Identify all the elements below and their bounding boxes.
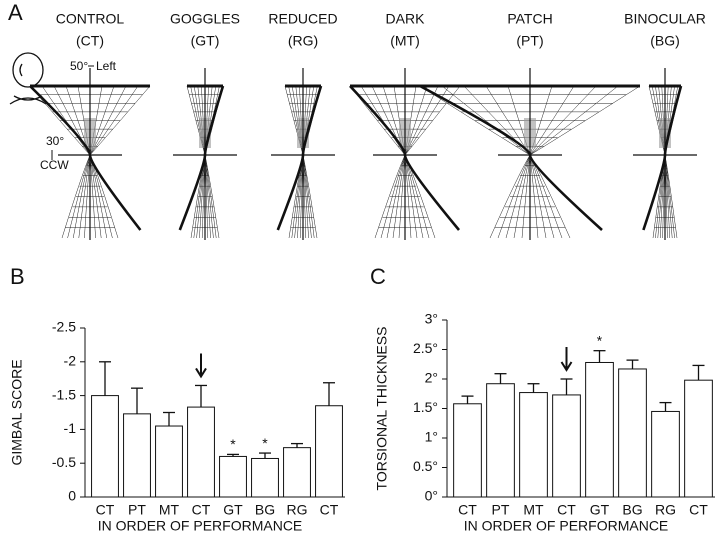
mesh-line bbox=[497, 85, 619, 239]
panel-label: C bbox=[370, 264, 386, 289]
twist-curve bbox=[642, 85, 683, 231]
condition-abbr: (PT) bbox=[516, 33, 543, 49]
condition-abbr: (CT) bbox=[76, 33, 104, 49]
x-tick-label: CT bbox=[320, 502, 339, 518]
y-tick-label: -1.5 bbox=[52, 386, 76, 402]
mesh-line bbox=[78, 85, 115, 239]
x-tick-label: CT bbox=[192, 502, 211, 518]
x-axis-label: IN ORDER OF PERFORMANCE bbox=[98, 518, 303, 534]
mesh-line bbox=[380, 85, 450, 239]
panel-label: B bbox=[10, 264, 25, 289]
condition-name: PATCH bbox=[507, 11, 552, 27]
twist-curve bbox=[29, 85, 142, 231]
bar bbox=[219, 455, 247, 498]
condition-abbr: (GT) bbox=[191, 33, 220, 49]
twist-curve bbox=[178, 85, 225, 231]
twist-curve bbox=[276, 85, 323, 231]
y-tick-label: -1 bbox=[64, 420, 77, 436]
condition-name: CONTROL bbox=[56, 11, 125, 27]
condition-abbr: (RG) bbox=[288, 33, 318, 49]
condition-name: REDUCED bbox=[268, 11, 337, 27]
significance-mark: * bbox=[262, 435, 268, 451]
x-tick-label: CT bbox=[458, 502, 477, 518]
bar bbox=[187, 406, 215, 498]
y-tick-label: 1.5° bbox=[413, 399, 438, 415]
mesh-line bbox=[349, 85, 436, 239]
scale-label: CCW bbox=[40, 158, 69, 172]
bar bbox=[585, 361, 614, 498]
scale-label: 50° bbox=[70, 59, 88, 73]
x-tick-label: RG bbox=[287, 502, 308, 518]
x-tick-label: MT bbox=[523, 502, 544, 518]
bar bbox=[155, 425, 183, 498]
y-tick-label: 3° bbox=[425, 311, 438, 327]
mesh-line bbox=[463, 85, 555, 239]
mesh-line bbox=[419, 85, 571, 239]
x-axis-label: IN ORDER OF PERFORMANCE bbox=[464, 518, 669, 534]
bar bbox=[651, 410, 680, 498]
mesh-line bbox=[392, 85, 428, 239]
y-tick-label: 2.5° bbox=[413, 340, 438, 356]
y-tick-label: 0° bbox=[425, 488, 438, 504]
mesh-line bbox=[485, 85, 547, 239]
condition-name: BINOCULAR bbox=[624, 11, 706, 27]
bar bbox=[315, 405, 343, 498]
bar bbox=[283, 447, 311, 498]
scale-label: Left bbox=[96, 59, 117, 73]
y-tick-label: -2 bbox=[64, 353, 77, 369]
y-tick-label: 0 bbox=[68, 488, 76, 504]
mesh-line bbox=[72, 85, 127, 239]
x-tick-label: MT bbox=[159, 502, 180, 518]
significance-mark: * bbox=[230, 436, 236, 452]
mesh-line bbox=[513, 85, 575, 239]
y-tick-label: -0.5 bbox=[52, 454, 76, 470]
x-tick-label: RG bbox=[655, 502, 676, 518]
x-tick-label: PT bbox=[128, 502, 146, 518]
x-tick-label: CT bbox=[96, 502, 115, 518]
twist-curve bbox=[349, 85, 460, 231]
y-tick-label: 0.5° bbox=[413, 458, 438, 474]
arrow bbox=[560, 347, 573, 372]
bar bbox=[618, 368, 647, 498]
bar bbox=[251, 457, 279, 498]
x-tick-label: CT bbox=[557, 502, 576, 518]
mesh-line bbox=[505, 85, 597, 239]
x-tick-label: PT bbox=[492, 502, 510, 518]
x-tick-label: GT bbox=[590, 502, 610, 518]
condition-abbr: (BG) bbox=[650, 33, 680, 49]
condition-name: DARK bbox=[386, 11, 426, 27]
bar bbox=[519, 392, 548, 498]
scale-label: 30° bbox=[46, 134, 64, 148]
x-tick-label: GT bbox=[223, 502, 243, 518]
x-tick-label: CT bbox=[689, 502, 708, 518]
panel-label: A bbox=[8, 0, 23, 25]
arrow bbox=[195, 353, 207, 379]
bar bbox=[123, 413, 151, 498]
y-axis-label: TORSIONAL THICKNESS bbox=[374, 327, 390, 491]
y-tick-label: 1° bbox=[425, 429, 438, 445]
mesh-line bbox=[521, 85, 553, 239]
x-tick-label: BG bbox=[622, 502, 642, 518]
y-axis-label: GIMBAL SCORE bbox=[9, 359, 25, 465]
mesh-line bbox=[65, 85, 102, 239]
y-tick-label: -2.5 bbox=[52, 319, 76, 335]
bar bbox=[552, 394, 581, 498]
bar bbox=[684, 379, 713, 498]
y-tick-label: 2° bbox=[425, 370, 438, 386]
mesh-line bbox=[382, 85, 418, 239]
bar bbox=[453, 403, 482, 498]
mesh-line bbox=[489, 85, 641, 239]
twist-curve bbox=[419, 84, 603, 231]
bar bbox=[91, 395, 119, 498]
bar bbox=[486, 383, 515, 498]
condition-abbr: (MT) bbox=[390, 33, 420, 49]
condition-name: GOGGLES bbox=[170, 11, 240, 27]
significance-mark: * bbox=[597, 332, 603, 348]
x-tick-label: BG bbox=[255, 502, 275, 518]
